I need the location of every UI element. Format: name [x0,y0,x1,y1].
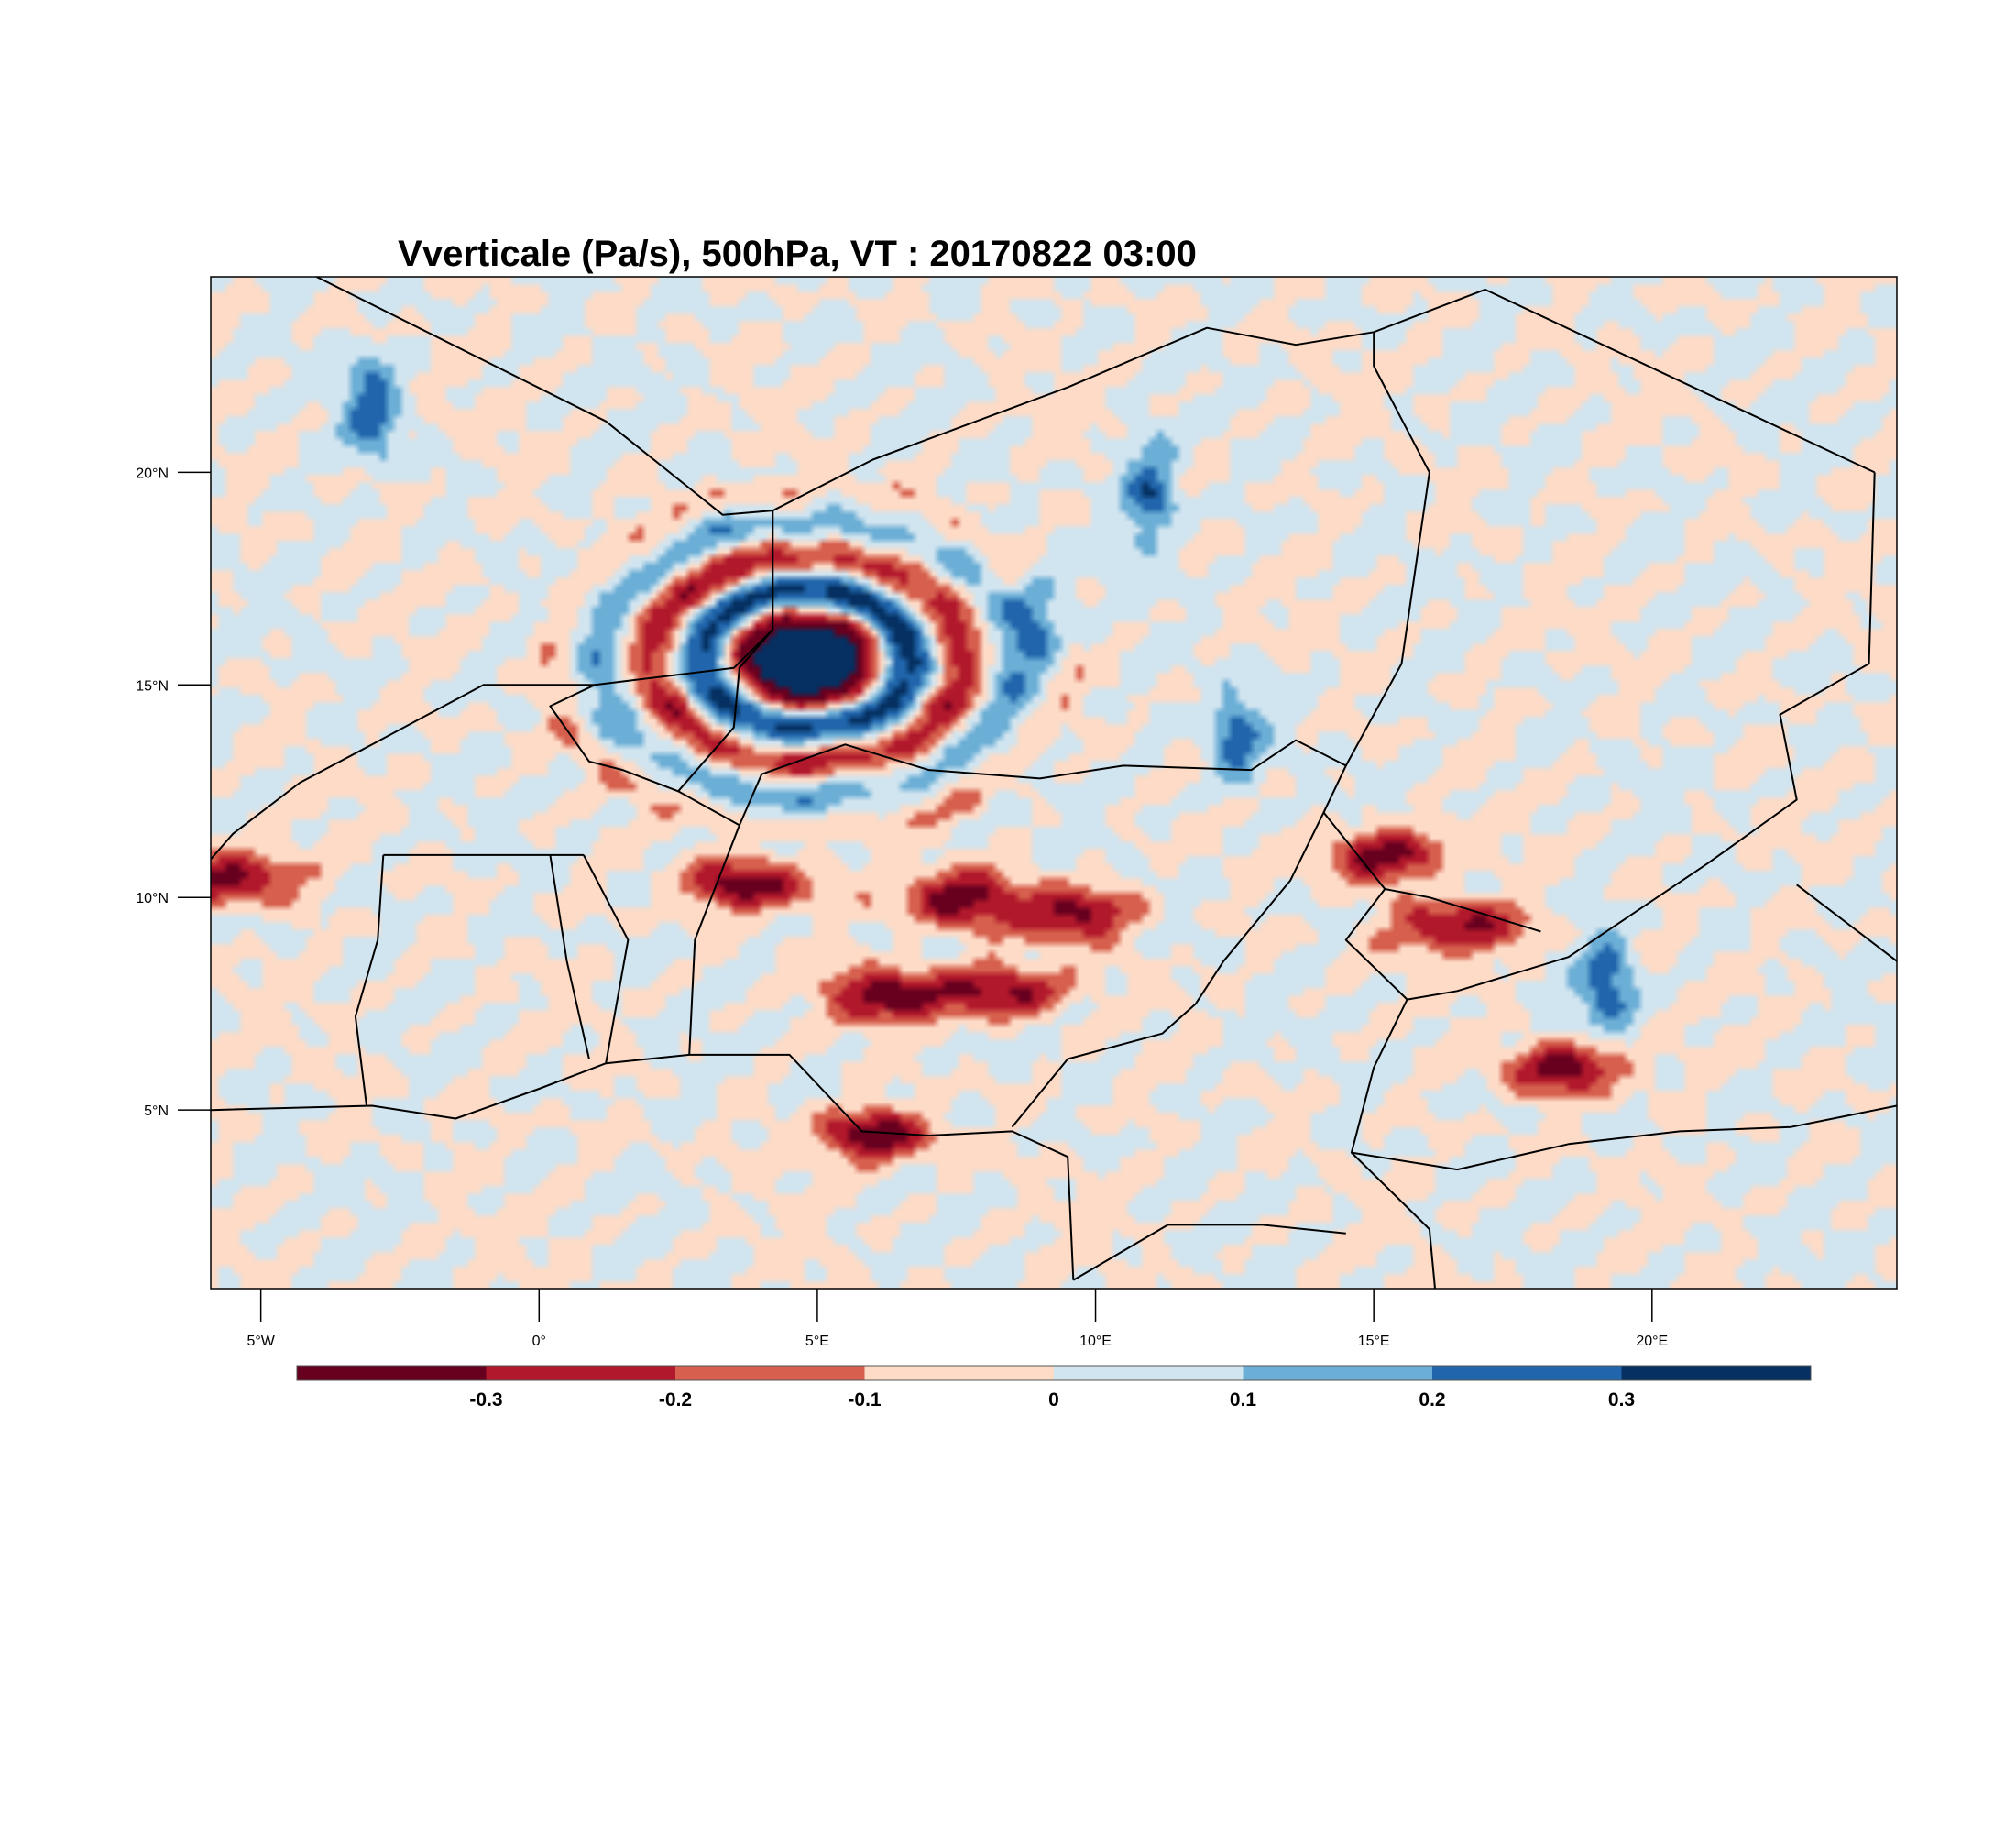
latitude-axis: 20°N 15°N 10°N 5°N [136,466,211,1119]
colorbar-swatch [486,1366,675,1380]
border-line [354,854,385,1106]
border-line [1072,1224,1346,1281]
colorbar-label: -0.1 [848,1389,882,1410]
colorbar-swatch [1432,1366,1622,1380]
border-line [549,854,590,1059]
border-line [583,854,630,1064]
lon-tick-label: 0° [532,1334,546,1349]
colorbar-swatch [297,1366,487,1380]
border-line [1796,884,1897,962]
map-frame [210,276,1898,1290]
lon-tick-label: 5°E [805,1334,829,1349]
lon-tick-label: 20°E [1636,1334,1668,1349]
colorbar-label: 0.3 [1608,1389,1635,1410]
border-line [549,629,774,793]
colorbar-label: 0.2 [1419,1389,1445,1410]
colorbar-swatch [1621,1366,1811,1380]
country-borders [211,277,1897,1289]
colorbar-label: 0 [1048,1389,1059,1410]
colorbar-label: 0.1 [1230,1389,1257,1410]
border-line [315,277,1876,516]
lat-tick-label: 5°N [144,1103,169,1119]
colorbar-frame [296,1365,1812,1381]
border-line [1407,472,1876,1001]
lat-tick-label: 10°N [136,891,169,906]
colorbar: -0.3 -0.2 -0.1 0 0.1 0.2 0.3 [296,1365,1812,1410]
border-line [1385,888,1541,933]
lon-tick-label: 10°E [1079,1334,1112,1349]
border-line [688,825,740,1055]
border-line [1322,811,1436,1289]
colorbar-label: -0.2 [659,1389,692,1410]
longitude-axis: 5°W 0° 5°E 10°E 15°E 20°E [247,1289,1668,1349]
colorbar-swatch [1243,1366,1432,1380]
vertical-velocity-field [211,277,1897,1289]
colorbar-swatch [1054,1366,1244,1380]
border-line [211,1053,1075,1280]
colorbar-label: -0.3 [469,1389,502,1410]
lon-tick-label: 15°E [1358,1334,1390,1349]
border-line [211,510,774,861]
colorbar-swatch [864,1366,1054,1380]
lat-tick-label: 15°N [136,678,169,694]
lat-tick-label: 20°N [136,466,169,481]
border-line [1011,764,1347,1128]
border-line [1351,1104,1897,1171]
colorbar-swatch [675,1366,865,1380]
field-raster [211,277,1897,1289]
lon-tick-label: 5°W [247,1334,275,1349]
border-line [677,332,1430,827]
map-title: Vverticale (Pa/s), 500hPa, VT : 20170822… [398,234,1197,274]
